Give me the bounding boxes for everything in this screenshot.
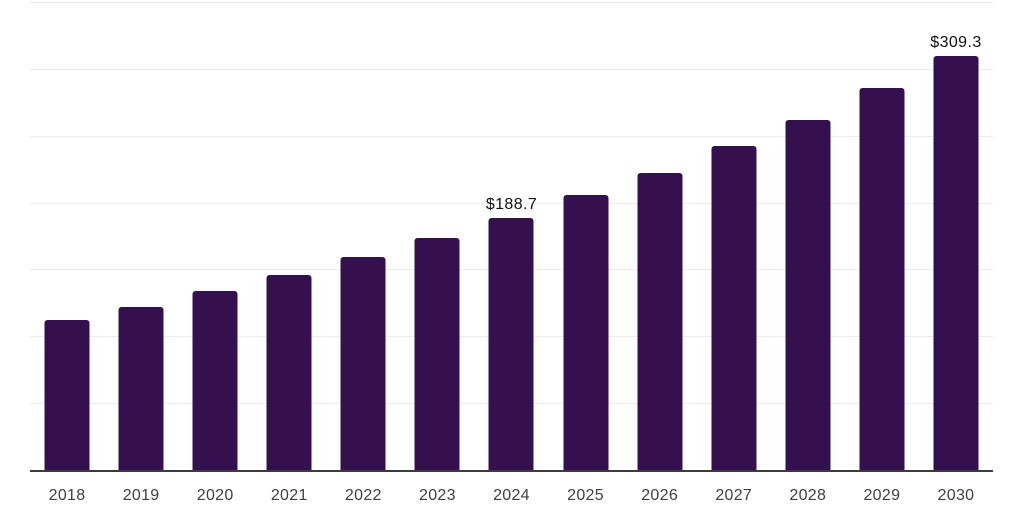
bar-group: $309.3 (919, 2, 993, 470)
bar-group: $188.7 (474, 2, 548, 470)
bar (266, 275, 312, 470)
bar-value-label: $188.7 (485, 195, 538, 213)
bar (118, 306, 164, 470)
bar (785, 119, 831, 470)
x-axis-label: 2027 (715, 487, 753, 504)
x-axis-label: 2029 (863, 487, 901, 504)
bar (44, 319, 90, 470)
x-axis-labels-row: 2018 2019 2020 2021 2022 2023 2024 2025 2026 2027… (30, 487, 993, 507)
plot-area: $188.7 $309.3 (30, 2, 993, 472)
x-axis-label: 2030 (937, 487, 975, 504)
bar (859, 88, 905, 470)
x-axis-label: 2021 (270, 487, 308, 504)
bar-group (400, 2, 474, 470)
bar (488, 217, 534, 470)
bar-group (178, 2, 252, 470)
bar (414, 237, 460, 470)
gridline (30, 135, 993, 137)
x-axis-label: 2025 (567, 487, 604, 504)
x-axis-label: 2028 (789, 487, 827, 504)
gridline (30, 68, 993, 70)
bar-group (30, 2, 104, 470)
bar (563, 195, 609, 470)
x-axis-label: 2018 (48, 487, 86, 504)
bar (192, 291, 238, 470)
x-axis-label: 2026 (641, 487, 679, 504)
bar (933, 56, 979, 470)
gridline (30, 202, 993, 204)
bar-group (104, 2, 178, 470)
bar (340, 257, 386, 470)
x-axis-label: 2022 (344, 487, 382, 504)
bar (637, 172, 683, 470)
bar-group (623, 2, 697, 470)
x-axis-line (30, 470, 993, 472)
x-axis-label: 2020 (196, 487, 234, 504)
x-axis-label: 2023 (419, 487, 456, 504)
gridline (30, 2, 993, 3)
x-axis-label: 2024 (493, 487, 530, 504)
bar-group (326, 2, 400, 470)
bar-group (252, 2, 326, 470)
bar-group (697, 2, 771, 470)
bar-group (549, 2, 623, 470)
bar-group (771, 2, 845, 470)
bar (711, 146, 757, 470)
bar-group (845, 2, 919, 470)
x-axis-label: 2019 (122, 487, 160, 504)
bar-value-label: $309.3 (930, 34, 982, 52)
